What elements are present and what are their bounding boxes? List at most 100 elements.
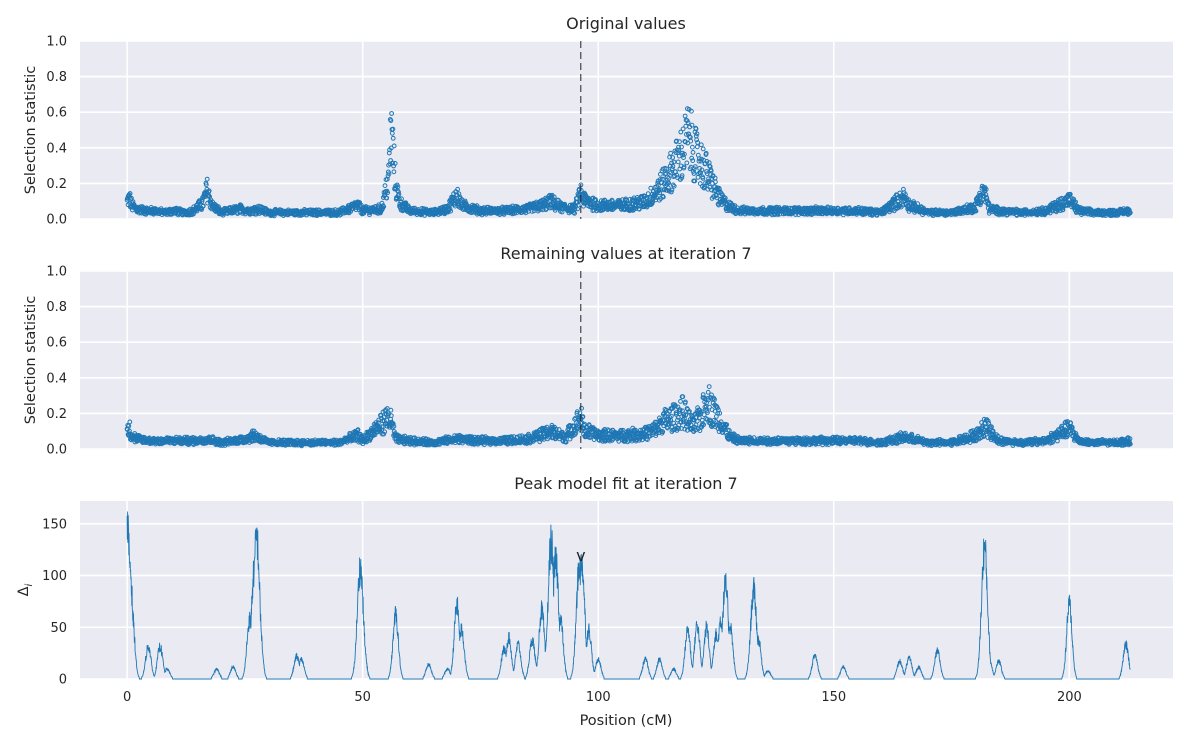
data-point: [660, 194, 666, 200]
data-point: [1127, 210, 1133, 216]
data-point: [390, 126, 396, 132]
data-point: [127, 191, 133, 196]
data-point: [462, 198, 468, 204]
data-point: [669, 166, 675, 172]
data-point: [689, 155, 695, 161]
data-point: [689, 122, 695, 128]
data-point: [395, 184, 401, 190]
data-point: [722, 195, 728, 201]
data-point: [689, 108, 694, 114]
data-point: [1070, 198, 1076, 204]
data-point: [1126, 207, 1132, 213]
data-point: [381, 204, 387, 210]
data-point: [678, 129, 684, 135]
data-point: [694, 144, 700, 150]
data-point: [670, 164, 676, 169]
data-point: [130, 199, 136, 205]
data-point: [235, 211, 241, 216]
data-point: [448, 208, 454, 214]
data-point: [390, 135, 396, 141]
title-original: Original values: [566, 14, 686, 33]
data-point: [713, 179, 718, 185]
data-point: [204, 176, 210, 182]
data-point: [674, 172, 680, 178]
data-point: [669, 187, 675, 193]
data-point: [700, 175, 706, 181]
data-point: [984, 196, 990, 201]
data-point: [670, 155, 675, 160]
data-point: [562, 201, 568, 207]
data-point: [690, 144, 695, 150]
data-point: [447, 206, 453, 212]
data-point: [973, 208, 979, 214]
data-point: [704, 169, 709, 174]
data-point: [682, 151, 687, 157]
data-point: [698, 142, 704, 148]
data-point: [200, 203, 206, 209]
data-point: [392, 161, 398, 166]
data-point: [656, 182, 661, 188]
data-point: [391, 169, 397, 175]
data-point: [358, 202, 364, 208]
data-point: [680, 126, 686, 132]
yticks-original: 0.00.20.40.60.81.0: [46, 35, 67, 228]
data-point: [396, 191, 402, 197]
data-point: [572, 206, 578, 212]
data-point: [206, 188, 212, 194]
y-tick-label: 0.0: [46, 213, 67, 228]
grid-original: [80, 40, 1173, 220]
data-point: [385, 190, 391, 196]
data-point: [679, 173, 685, 179]
data-point: [575, 202, 581, 208]
data-point: [682, 113, 688, 119]
data-point: [675, 159, 681, 165]
data-point: [707, 164, 713, 170]
data-point: [690, 158, 696, 164]
data-point: [909, 206, 915, 211]
data-point: [661, 177, 667, 183]
y-tick-label: 1.0: [46, 35, 67, 50]
data-point: [671, 159, 677, 165]
data-point: [688, 138, 694, 144]
data-point: [203, 182, 209, 188]
data-point: [384, 195, 390, 201]
y-tick-label: 0.6: [46, 106, 67, 121]
ylabel-original: Selection statistic: [23, 66, 39, 195]
data-point: [271, 213, 277, 219]
data-point: [706, 178, 712, 184]
data-point: [391, 143, 397, 149]
data-point: [389, 111, 395, 116]
panel-original-values: Original values Selection statistic 0.0 0…: [23, 14, 1173, 228]
data-point: [679, 175, 685, 181]
data-point: [699, 167, 705, 173]
points-remaining: [124, 384, 1133, 449]
data-point: [691, 169, 696, 174]
data-point: [676, 148, 682, 153]
data-point: [388, 118, 394, 123]
data-point: [684, 132, 689, 137]
data-point: [679, 144, 684, 150]
data-point: [1073, 199, 1078, 205]
data-point: [681, 164, 687, 170]
data-point: [399, 196, 404, 202]
data-point: [656, 187, 662, 193]
data-point: [127, 419, 133, 425]
data-point: [692, 178, 698, 184]
data-point: [694, 131, 700, 137]
data-point: [683, 139, 688, 145]
data-point: [684, 160, 690, 166]
data-point: [396, 189, 401, 195]
data-point: [719, 191, 724, 197]
points-original: [124, 106, 1133, 219]
data-point: [654, 195, 659, 200]
data-point: [551, 194, 557, 200]
panel-remaining-values: Remaining values at iteration 7 Selectio…: [23, 244, 1173, 458]
data-point: [403, 200, 409, 206]
data-point: [709, 187, 714, 193]
data-point: [648, 185, 654, 191]
data-point: [904, 197, 910, 203]
data-point: [126, 423, 132, 429]
y-tick-label: 0.2: [46, 177, 67, 192]
data-point: [666, 180, 671, 186]
